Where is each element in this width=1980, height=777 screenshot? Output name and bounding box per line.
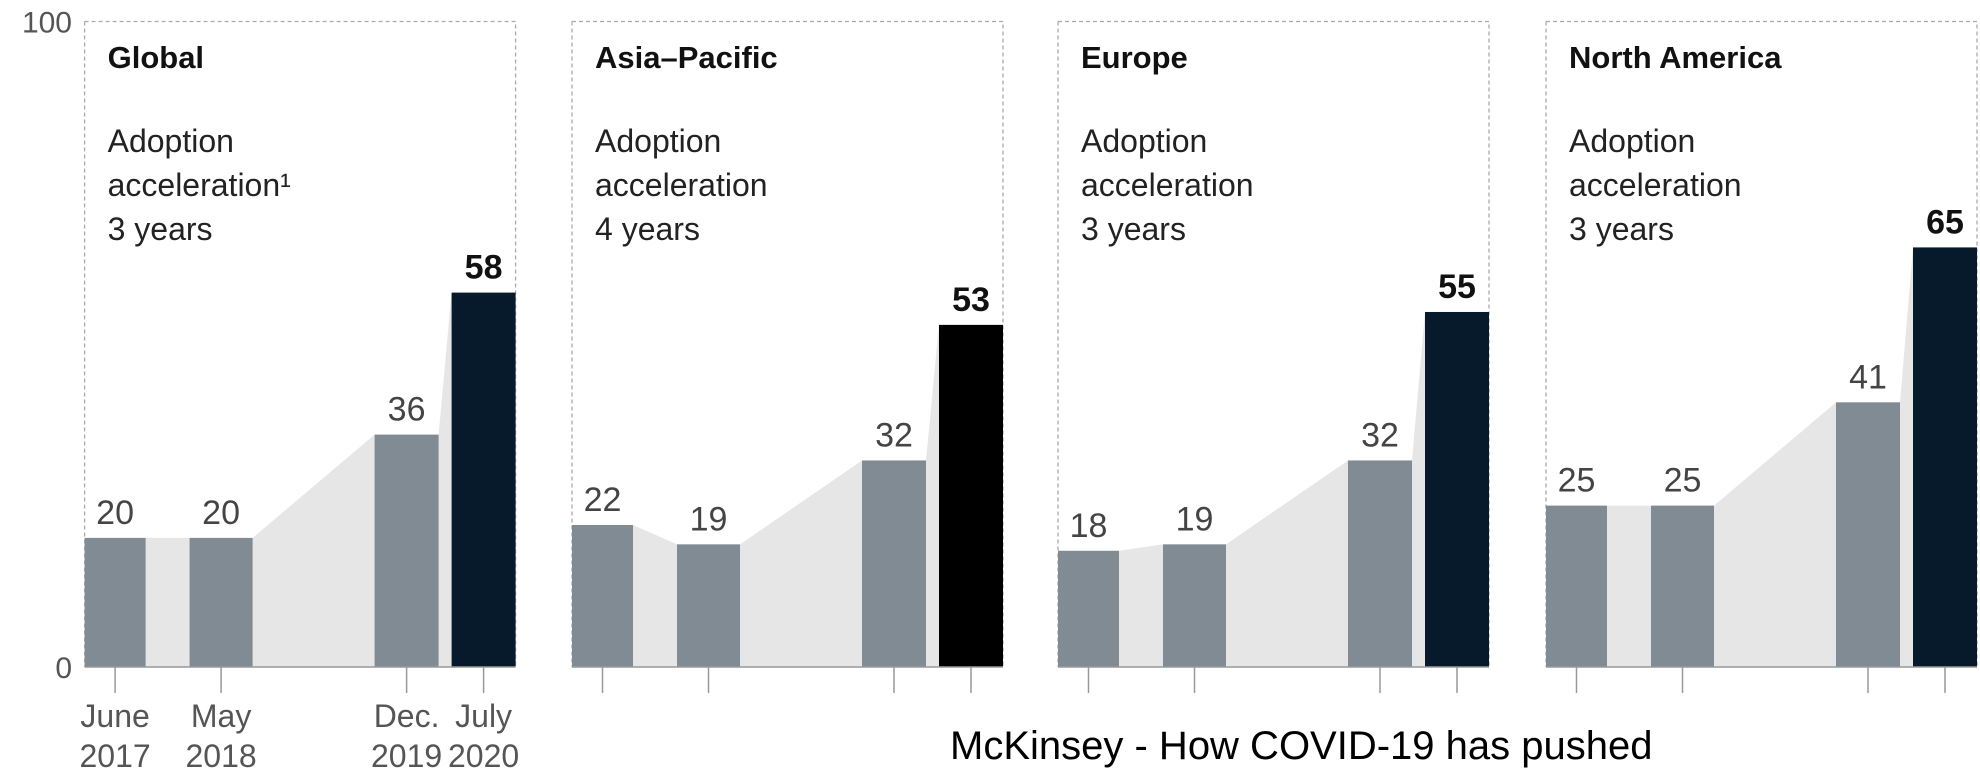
bar bbox=[1163, 544, 1226, 667]
connector-area bbox=[1058, 311, 1489, 667]
panel-title: North America bbox=[1569, 40, 1782, 75]
connector-area bbox=[1546, 247, 1977, 668]
y-tick-label: 0 bbox=[55, 652, 72, 685]
panel-subtitle: Adoption acceleration bbox=[1081, 123, 1254, 203]
bar bbox=[1651, 505, 1714, 667]
caption: McKinsey - How COVID-19 has pushed bbox=[950, 724, 1653, 768]
value-label: 65 bbox=[1926, 203, 1964, 241]
x-tick-label: July 2020 bbox=[448, 698, 520, 774]
bar bbox=[374, 434, 439, 667]
bar bbox=[84, 537, 146, 667]
value-label: 18 bbox=[1070, 507, 1108, 545]
value-label: 36 bbox=[388, 391, 426, 429]
bar bbox=[862, 460, 926, 667]
bar bbox=[572, 524, 633, 667]
bar bbox=[189, 537, 253, 667]
value-label: 20 bbox=[202, 494, 240, 532]
bar bbox=[677, 544, 740, 667]
panel-annotation: 3 years bbox=[1569, 211, 1674, 247]
panel-annotation: 3 years bbox=[1081, 211, 1186, 247]
panel-annotation: 3 years bbox=[107, 211, 213, 247]
value-label: 55 bbox=[1438, 268, 1476, 306]
bar bbox=[1836, 402, 1900, 667]
panel-annotation: 4 years bbox=[595, 211, 700, 247]
panel-subtitle: Adoption acceleration bbox=[1569, 123, 1742, 203]
y-tick-label: 100 bbox=[22, 7, 72, 40]
x-tick-label: Dec. 2019 bbox=[371, 698, 443, 774]
x-tick-label: June 2017 bbox=[79, 698, 151, 774]
bar bbox=[1546, 505, 1607, 667]
x-tick-label: May 2018 bbox=[185, 698, 257, 774]
value-label: 19 bbox=[1176, 500, 1214, 538]
value-label: 20 bbox=[96, 494, 134, 532]
value-label: 19 bbox=[690, 500, 728, 538]
value-label: 25 bbox=[1558, 462, 1596, 500]
panel-title: Asia–Pacific bbox=[595, 40, 778, 75]
bar bbox=[1058, 550, 1119, 667]
connector-area bbox=[84, 292, 516, 667]
value-label: 22 bbox=[584, 481, 622, 519]
panel-title: Global bbox=[107, 40, 205, 75]
bar bbox=[939, 324, 1003, 667]
connector-area bbox=[572, 324, 1003, 667]
value-label: 25 bbox=[1664, 462, 1702, 500]
value-label: 32 bbox=[1361, 416, 1399, 454]
value-label: 58 bbox=[465, 249, 503, 287]
value-label: 41 bbox=[1849, 358, 1887, 396]
bar bbox=[1913, 247, 1977, 668]
panel-subtitle: Adoption acceleration bbox=[595, 123, 768, 203]
panel-title: Europe bbox=[1081, 40, 1188, 75]
bar bbox=[451, 292, 516, 667]
bar bbox=[1425, 311, 1489, 667]
panel-subtitle: Adoption acceleration¹ bbox=[107, 123, 291, 203]
value-label: 53 bbox=[952, 281, 990, 319]
bar bbox=[1348, 460, 1412, 667]
value-label: 32 bbox=[875, 416, 913, 454]
